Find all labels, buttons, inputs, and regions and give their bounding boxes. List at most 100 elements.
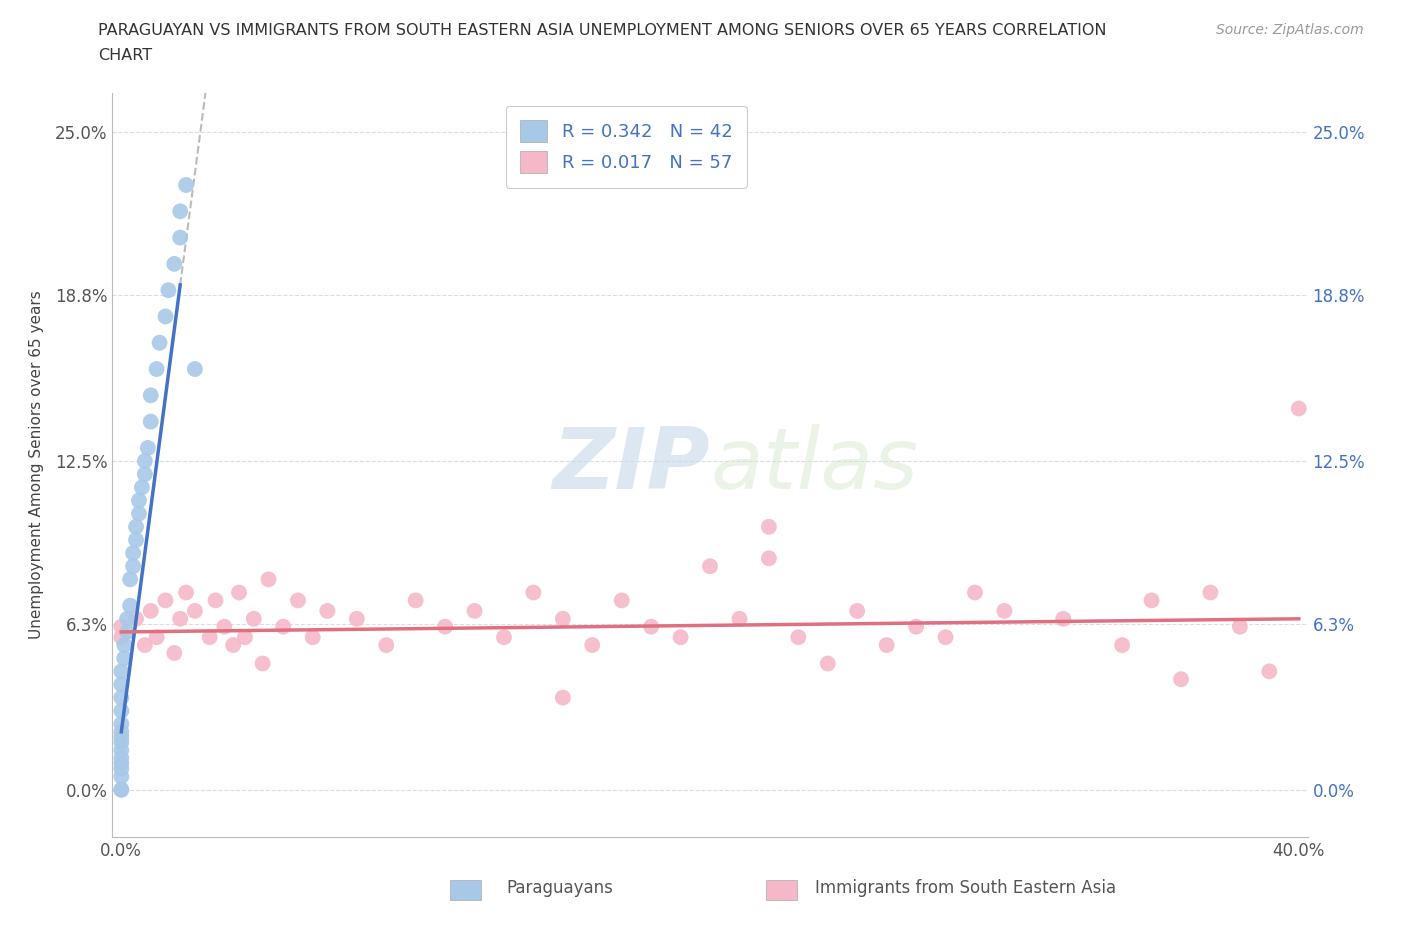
Point	[122, 559, 145, 574]
Point	[669, 630, 692, 644]
Point	[1140, 593, 1163, 608]
Point	[110, 619, 132, 634]
Point	[131, 480, 153, 495]
Point	[145, 362, 167, 377]
Point	[134, 638, 156, 653]
Point	[169, 611, 191, 626]
Text: atlas: atlas	[710, 423, 918, 507]
Point	[934, 630, 956, 644]
Point	[125, 611, 148, 626]
Point	[222, 638, 245, 653]
Point	[1199, 585, 1222, 600]
Point	[110, 735, 132, 750]
Point	[110, 664, 132, 679]
Point	[492, 630, 515, 644]
Point	[110, 724, 132, 739]
Point	[110, 782, 132, 797]
Point	[115, 625, 138, 640]
Point	[551, 611, 574, 626]
Point	[120, 572, 142, 587]
Point	[125, 533, 148, 548]
Point	[242, 611, 264, 626]
Point	[758, 519, 780, 534]
Point	[228, 585, 250, 600]
Point	[139, 388, 162, 403]
Point	[252, 656, 274, 671]
Text: Paraguayans: Paraguayans	[506, 879, 613, 897]
Point	[214, 619, 236, 634]
Point	[551, 690, 574, 705]
Point	[699, 559, 721, 574]
Point	[287, 593, 309, 608]
Point	[110, 677, 132, 692]
Point	[198, 630, 221, 644]
Point	[846, 604, 869, 618]
Point	[610, 593, 633, 608]
Point	[163, 257, 186, 272]
Point	[110, 630, 132, 644]
Text: PARAGUAYAN VS IMMIGRANTS FROM SOUTH EASTERN ASIA UNEMPLOYMENT AMONG SENIORS OVER: PARAGUAYAN VS IMMIGRANTS FROM SOUTH EAST…	[98, 23, 1107, 38]
Point	[346, 611, 368, 626]
Point	[522, 585, 544, 600]
Point	[233, 630, 256, 644]
Point	[1170, 671, 1192, 686]
Point	[728, 611, 751, 626]
Point	[110, 751, 132, 765]
Point	[905, 619, 928, 634]
Point	[155, 593, 177, 608]
Point	[405, 593, 427, 608]
Point	[110, 730, 132, 745]
Point	[876, 638, 898, 653]
Point	[1111, 638, 1133, 653]
Point	[1258, 664, 1281, 679]
Point	[169, 204, 191, 219]
Point	[640, 619, 662, 634]
Point	[434, 619, 457, 634]
Point	[155, 309, 177, 324]
Point	[112, 651, 135, 666]
Point	[110, 762, 132, 777]
Point	[128, 493, 150, 508]
Point	[125, 519, 148, 534]
Point	[148, 336, 170, 351]
Point	[139, 414, 162, 429]
Point	[110, 716, 132, 731]
Y-axis label: Unemployment Among Seniors over 65 years: Unemployment Among Seniors over 65 years	[30, 291, 44, 640]
Point	[139, 604, 162, 618]
Point	[110, 690, 132, 705]
Point	[169, 230, 191, 245]
Point	[817, 656, 839, 671]
Text: Immigrants from South Eastern Asia: Immigrants from South Eastern Asia	[815, 879, 1116, 897]
Point	[174, 178, 197, 193]
Point	[1288, 401, 1310, 416]
Text: CHART: CHART	[98, 48, 152, 63]
Point	[271, 619, 294, 634]
Point	[136, 441, 159, 456]
Point	[204, 593, 226, 608]
Point	[134, 467, 156, 482]
Point	[993, 604, 1015, 618]
Point	[184, 362, 207, 377]
Point	[963, 585, 986, 600]
Point	[464, 604, 486, 618]
Point	[1229, 619, 1251, 634]
Point	[112, 638, 135, 653]
Point	[375, 638, 398, 653]
Point	[110, 703, 132, 718]
Point	[758, 551, 780, 565]
Text: ZIP: ZIP	[553, 423, 710, 507]
Legend: R = 0.342   N = 42, R = 0.017   N = 57: R = 0.342 N = 42, R = 0.017 N = 57	[506, 106, 747, 188]
Point	[134, 454, 156, 469]
Point	[115, 611, 138, 626]
Point	[110, 782, 132, 797]
Point	[110, 756, 132, 771]
Point	[110, 769, 132, 784]
Point	[157, 283, 180, 298]
Point	[110, 743, 132, 758]
Point	[145, 630, 167, 644]
Point	[163, 645, 186, 660]
Point	[184, 604, 207, 618]
Point	[122, 546, 145, 561]
Point	[581, 638, 603, 653]
Point	[787, 630, 810, 644]
